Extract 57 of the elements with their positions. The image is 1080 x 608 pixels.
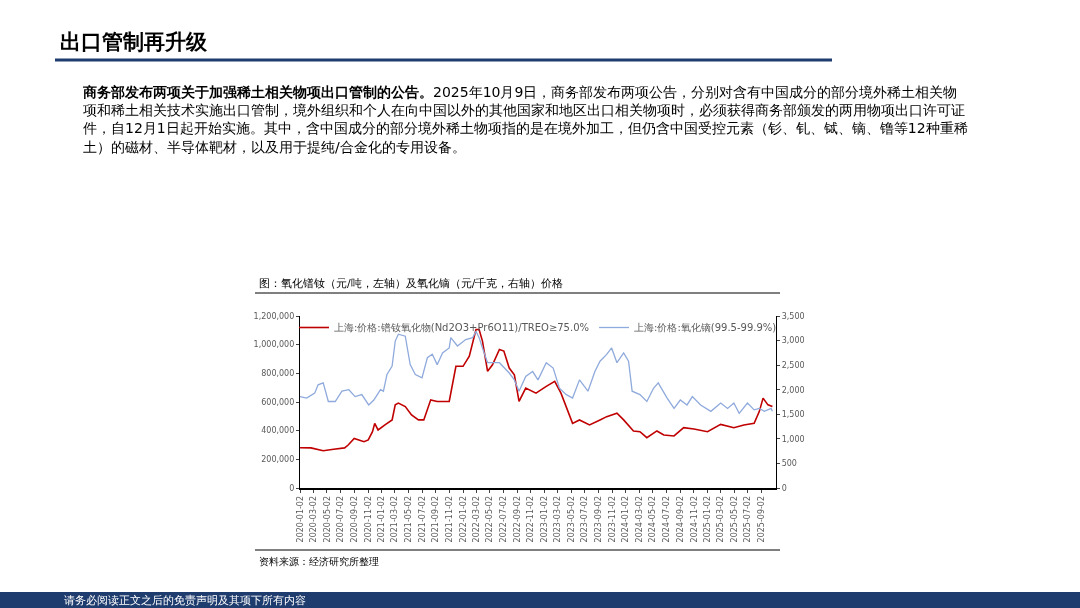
x-tick-label: 2022-05-02: [485, 495, 495, 543]
x-tick-label: 2023-05-02: [566, 495, 576, 543]
y-tick-label: 400,000: [261, 426, 295, 436]
chart-title: 出口管制再升级: [60, 30, 208, 54]
x-tick-label: 2025-05-02: [729, 495, 739, 543]
y-tick-label: 800,000: [261, 369, 295, 379]
x-tick-label: 2020-03-02: [308, 495, 318, 543]
y-tick-label: 200,000: [261, 455, 295, 465]
x-tick-label: 2021-07-02: [417, 495, 427, 543]
x-tick-label: 2025-09-02: [757, 495, 767, 543]
y2-tick-label: 500: [781, 459, 797, 469]
x-tick-label: 2021-05-02: [404, 495, 413, 543]
legend-label: 上海:价格:镨钕氧化物(Nd2O3+Pr6O11)/TREO≥75.0%: [334, 322, 590, 334]
y2-tick-label: 1,500: [781, 410, 805, 420]
x-tick-label: 2022-09-02: [512, 495, 522, 543]
y2-tick-label: 2,000: [781, 385, 805, 395]
y2-tick-label: 3,500: [781, 311, 805, 321]
y2-tick-label: 0: [781, 483, 787, 493]
x-tick-label: 2022-03-02: [471, 495, 481, 543]
y2-tick-label: 1,000: [781, 434, 805, 444]
x-tick-label: 2024-11-02: [689, 495, 699, 543]
text: 请务必阅读正文之后的免责声明及其项下所有内容: [64, 594, 306, 607]
y-tick-label: 1,000,000: [253, 340, 295, 350]
x-tick-label: 2020-09-02: [350, 495, 360, 543]
x-tick-label: 2023-09-02: [594, 495, 604, 543]
x-tick-label: 2024-03-02: [634, 495, 644, 543]
y-tick-label: 0: [289, 483, 295, 493]
x-tick-label: 2023-01-02: [540, 495, 550, 543]
x-tick-label: 2021-03-02: [390, 495, 400, 543]
x-tick-label: 2020-01-02: [295, 495, 305, 543]
x-tick-label: 2024-09-02: [675, 495, 685, 543]
x-tick-label: 2022-01-02: [458, 495, 468, 543]
y-tick-label: 1,200,000: [253, 311, 295, 321]
x-tick-label: 2022-07-02: [499, 495, 509, 543]
x-tick-label: 2022-11-02: [526, 495, 536, 543]
x-tick-label: 2021-11-02: [445, 495, 455, 543]
x-tick-label: 2020-07-02: [336, 495, 346, 543]
x-tick-label: 2025-01-02: [703, 495, 713, 543]
legend-label: 上海:价格:氧化镝(99.5-99.9%): [634, 322, 777, 334]
x-tick-label: 2024-07-02: [662, 495, 672, 543]
y2-tick-label: 3,000: [781, 336, 805, 346]
x-tick-label: 2020-05-02: [322, 495, 332, 543]
y-tick-label: 600,000: [261, 397, 295, 407]
x-tick-label: 2021-01-02: [377, 495, 387, 543]
x-tick-label: 2025-03-02: [716, 495, 726, 543]
y2-tick-label: 2,500: [781, 360, 805, 370]
x-tick-label: 2021-09-02: [431, 495, 441, 543]
x-tick-label: 2024-01-02: [621, 495, 631, 543]
x-tick-label: 2023-11-02: [607, 495, 617, 543]
x-tick-label: 2020-11-02: [363, 495, 373, 543]
text: 图：氧化镨钕（元/吨，左轴）及氧化镝（元/千克，右轴）价格: [259, 277, 564, 290]
x-tick-label: 2023-03-02: [553, 495, 563, 543]
x-tick-label: 2024-05-02: [648, 495, 658, 543]
x-tick-label: 2025-07-02: [743, 495, 753, 543]
text: 资料来源：经济研究所整理: [259, 556, 379, 567]
x-tick-label: 2023-07-02: [580, 495, 590, 543]
chart-subtitle: 商务部发布两项关于加强稀土相关物项出口管制的公告。2025年10月9日，商务部发布两项公告，分别对含有中国成分的部分境外稀土相关物项和稀土相关技术实施出口管制，境外组织和个人在向中国以外的其他国家和地区出口相关物项时，必须获得商务部颁发的两用物项出口许可证件，自12月1日起开始实施。其中，含中国成分的部分境外稀土物项指的是在境外加工，但仍含中国受控元素（钐、钆、铽、镝、镥等12种重稀土）的磁材、半导体靶材，以及用于提纯/合金化的专用设备。: [82, 84, 968, 155]
